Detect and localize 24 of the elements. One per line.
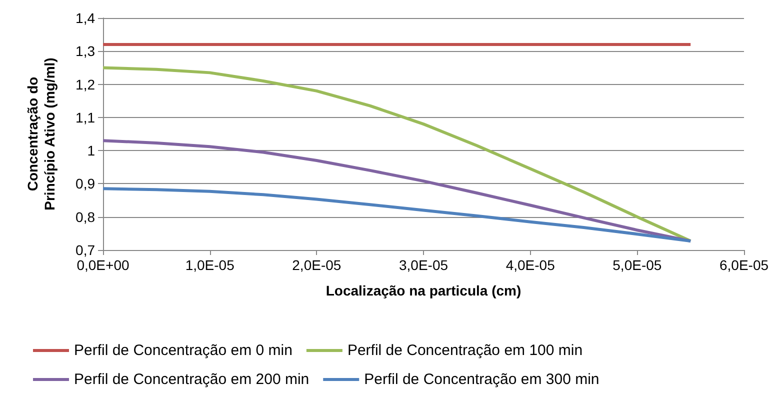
x-tick-label: 4,0E-05 <box>506 257 556 273</box>
x-tick-label: 1,0E-05 <box>185 257 235 273</box>
y-tick-label: 0,8 <box>76 208 96 225</box>
x-tick-label: 2,0E-05 <box>292 257 342 273</box>
line-series <box>102 187 692 243</box>
y-tick-label: 1,2 <box>76 76 96 92</box>
y-tick-label: 0,7 <box>76 242 96 258</box>
line-series <box>102 66 692 243</box>
y-tick-label: 0,9 <box>76 176 96 192</box>
legend-label: Perfil de Concentração em 100 min <box>347 342 583 359</box>
y-tick-label: 1,1 <box>76 109 96 126</box>
legend-label: Perfil de Concentração em 200 min <box>74 371 310 388</box>
y-tick-label: 1,4 <box>76 10 96 26</box>
legend-label: Perfil de Concentração em 300 min <box>364 371 600 388</box>
x-tick-label: 5,0E-05 <box>612 257 662 273</box>
y-tick-label: 1,3 <box>76 43 96 60</box>
x-tick-label: 3,0E-05 <box>398 257 448 273</box>
legend-label: Perfil de Concentração em 0 min <box>74 342 292 359</box>
x-tick-label: 0,0E+00 <box>76 257 130 273</box>
line-series <box>102 139 692 243</box>
y-tick-label: 1 <box>87 142 96 159</box>
x-tick-label: 6,0E-05 <box>719 257 769 273</box>
y-axis-title: Concentração do Princípio Ativo (mg/ml) <box>24 58 58 210</box>
x-axis-title: Localização na particula (cm) <box>326 282 522 298</box>
